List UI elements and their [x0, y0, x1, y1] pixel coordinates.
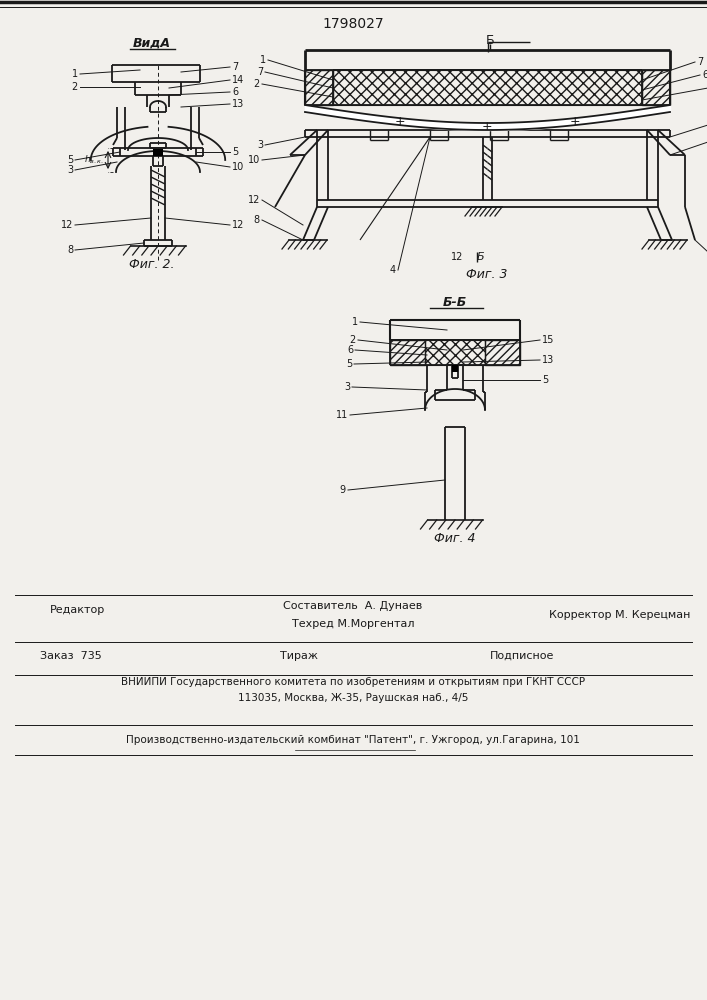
Text: 2: 2 [254, 79, 260, 89]
Text: 12: 12 [232, 220, 245, 230]
Text: Производственно-издательский комбинат "Патент", г. Ужгород, ул.Гагарина, 101: Производственно-издательский комбинат "П… [126, 735, 580, 745]
Text: Б: Б [477, 252, 484, 262]
Text: ВНИИПИ Государственного комитета по изобретениям и открытиям при ГКНТ СССР: ВНИИПИ Государственного комитета по изоб… [121, 677, 585, 687]
Text: ВидА: ВидА [133, 36, 171, 49]
Text: 11: 11 [336, 410, 348, 420]
Text: Редактор: Редактор [50, 605, 105, 615]
Bar [642, 70, 670, 105]
Text: $h_{в.к.}$: $h_{в.к.}$ [84, 154, 104, 166]
Text: 12: 12 [451, 252, 463, 262]
Bar [390, 340, 425, 365]
Text: Б: Б [486, 33, 494, 46]
Text: 8: 8 [67, 245, 73, 255]
Text: 15: 15 [542, 335, 554, 345]
Text: 1: 1 [72, 69, 78, 79]
Text: 9: 9 [340, 485, 346, 495]
Text: 10: 10 [232, 162, 244, 172]
Bar [452, 365, 458, 372]
Text: 1: 1 [352, 317, 358, 327]
Text: 5: 5 [66, 155, 73, 165]
Bar [153, 149, 163, 156]
Text: 1: 1 [260, 55, 266, 65]
Text: 12: 12 [247, 195, 260, 205]
Text: +: + [395, 115, 405, 128]
Text: 7: 7 [232, 62, 238, 72]
Text: Фиг. 3: Фиг. 3 [466, 268, 508, 282]
Text: 5: 5 [232, 147, 238, 157]
Text: Тираж: Тираж [280, 651, 318, 661]
Text: 4: 4 [390, 265, 396, 275]
Text: 3: 3 [257, 140, 263, 150]
Text: 3: 3 [344, 382, 350, 392]
Text: 13: 13 [232, 99, 244, 109]
Text: 1798027: 1798027 [322, 17, 384, 31]
Text: 10: 10 [247, 155, 260, 165]
Bar [333, 70, 642, 105]
Text: 6: 6 [347, 345, 353, 355]
Text: 12: 12 [61, 220, 73, 230]
Text: Составитель  А. Дунаев: Составитель А. Дунаев [284, 601, 423, 611]
Text: 13: 13 [542, 355, 554, 365]
Text: Техред М.Моргентал: Техред М.Моргентал [292, 619, 414, 629]
Text: Заказ  735: Заказ 735 [40, 651, 102, 661]
Text: Подписное: Подписное [490, 651, 554, 661]
Text: 5: 5 [346, 359, 352, 369]
Text: 7: 7 [257, 67, 263, 77]
Text: 8: 8 [254, 215, 260, 225]
Bar [425, 340, 485, 365]
Text: 113035, Москва, Ж-35, Раушская наб., 4/5: 113035, Москва, Ж-35, Раушская наб., 4/5 [238, 693, 468, 703]
Text: 14: 14 [232, 75, 244, 85]
Text: 6: 6 [232, 87, 238, 97]
Text: 2: 2 [350, 335, 356, 345]
Bar [485, 340, 520, 365]
Text: Б-Б: Б-Б [443, 296, 467, 308]
Text: 3: 3 [67, 165, 73, 175]
Text: Фиг. 2.: Фиг. 2. [129, 258, 175, 271]
Text: 6: 6 [702, 70, 707, 80]
Bar [305, 70, 333, 105]
Text: Корректор М. Керецман: Корректор М. Керецман [549, 610, 691, 620]
Text: +: + [481, 120, 492, 133]
Text: 2: 2 [71, 82, 78, 92]
Text: Фиг. 4: Фиг. 4 [434, 532, 476, 544]
Text: 5: 5 [542, 375, 548, 385]
Text: 7: 7 [697, 57, 703, 67]
Text: +: + [570, 115, 580, 128]
